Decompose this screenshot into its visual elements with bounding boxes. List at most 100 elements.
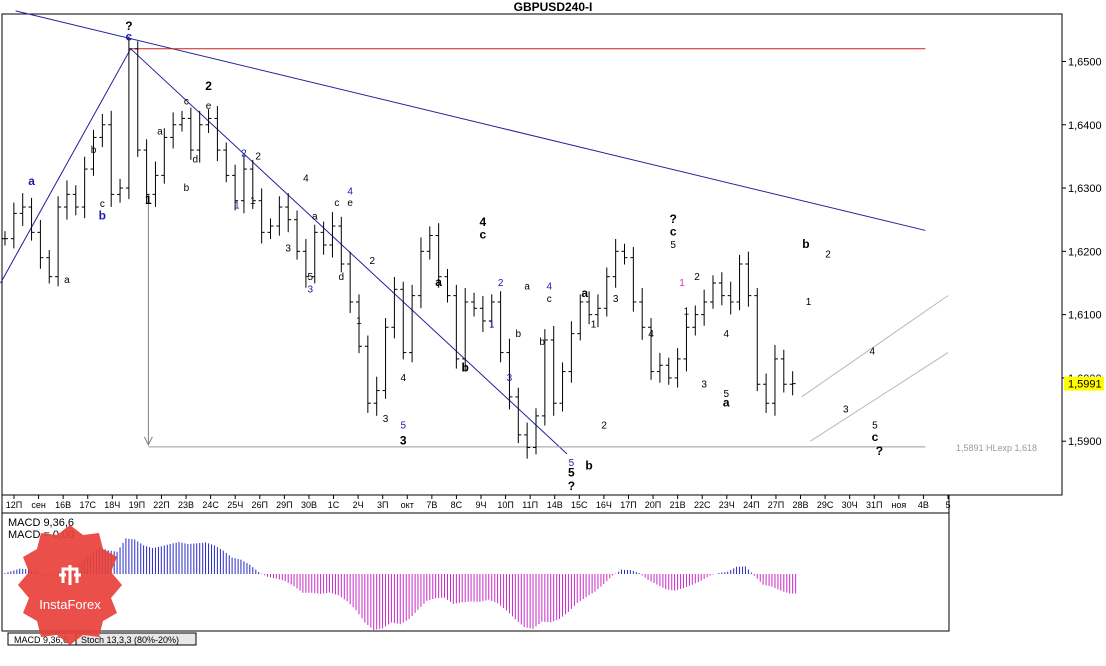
price-bars bbox=[2, 36, 796, 459]
time-tick-label: 26П bbox=[252, 500, 268, 510]
wave-label: 4 bbox=[480, 215, 487, 229]
wave-label: a bbox=[581, 286, 588, 300]
ohlc-bar bbox=[19, 193, 26, 226]
wave-label: 2 bbox=[498, 278, 504, 289]
wave-label: 3 bbox=[308, 284, 314, 295]
time-tick-label: 19П bbox=[129, 500, 145, 510]
instaforex-logo: InstaForex bbox=[18, 525, 122, 645]
time-tick-label: 31П bbox=[866, 500, 882, 510]
time-tick-label: 29П bbox=[276, 500, 292, 510]
ohlc-bar bbox=[134, 41, 141, 157]
wave-label: ? bbox=[670, 212, 677, 226]
time-tick-label: 25Ч bbox=[227, 500, 243, 510]
price-tick-label: 1,6200 bbox=[1068, 246, 1102, 258]
wave-label: b bbox=[462, 361, 469, 375]
ohlc-bar bbox=[612, 238, 619, 288]
ohlc-bar bbox=[656, 352, 663, 383]
wave-label: 2 bbox=[369, 256, 375, 267]
ohlc-bar bbox=[356, 294, 362, 354]
ohlc-bar bbox=[28, 197, 35, 241]
ohlc-bar bbox=[763, 373, 770, 413]
ohlc-bar bbox=[347, 251, 354, 314]
time-tick-label: 23В bbox=[178, 500, 194, 510]
ohlc-bar bbox=[63, 180, 70, 220]
indicator-name: MACD 9,36,6 bbox=[8, 517, 74, 529]
time-tick-label: 9Ч bbox=[475, 500, 486, 510]
projection-line bbox=[810, 352, 949, 442]
wave-label: a bbox=[157, 126, 163, 137]
wave-label: 3 bbox=[285, 243, 291, 254]
wave-label: c bbox=[184, 97, 189, 108]
ohlc-bar bbox=[400, 281, 407, 360]
price-tick-label: 1,5900 bbox=[1068, 436, 1102, 448]
wave-label: 5 bbox=[569, 458, 575, 469]
ohlc-bar bbox=[462, 288, 469, 372]
ohlc-bar bbox=[639, 288, 646, 340]
ohlc-bar bbox=[736, 254, 743, 311]
ohlc-bar bbox=[533, 408, 539, 455]
time-tick-label: 10П bbox=[497, 500, 513, 510]
ohlc-bar bbox=[577, 294, 584, 341]
time-tick-label: 16Ч bbox=[596, 500, 612, 510]
wave-label: b bbox=[91, 145, 97, 156]
wave-label: c bbox=[872, 430, 879, 444]
ohlc-bar bbox=[701, 289, 708, 326]
wave-label: c bbox=[100, 199, 105, 210]
time-tick-label: 23Ч bbox=[719, 500, 735, 510]
wave-label: c bbox=[670, 225, 677, 239]
wave-label: 1 bbox=[679, 278, 685, 289]
wave-label: e bbox=[347, 198, 353, 209]
ohlc-bar bbox=[108, 110, 115, 207]
level-label: 1,5891 HLexp 1,618 bbox=[956, 443, 1037, 453]
indicator-frame bbox=[1, 512, 950, 632]
ohlc-bar bbox=[90, 129, 97, 176]
time-tick-label: 29С bbox=[817, 500, 834, 510]
wave-label: 4 bbox=[400, 373, 406, 384]
ohlc-bar bbox=[320, 221, 327, 255]
wave-label: 1 bbox=[234, 200, 240, 211]
wave-label: 5 bbox=[670, 240, 676, 251]
wave-label: 1 bbox=[684, 307, 690, 318]
time-tick-label: 8С bbox=[451, 500, 463, 510]
price-axis: 1,65001,64001,63001,62001,61001,60001,59… bbox=[1062, 56, 1102, 448]
wave-label: d bbox=[339, 272, 345, 283]
ohlc-bar bbox=[780, 349, 787, 393]
time-tick-label: 17П bbox=[620, 500, 636, 510]
current-price-badge bbox=[1064, 376, 1104, 391]
wave-label: 5 bbox=[568, 466, 575, 480]
time-tick-label: 4В bbox=[918, 500, 929, 510]
wave-label: a bbox=[312, 212, 318, 223]
time-tick-label: 12П bbox=[6, 500, 22, 510]
time-tick-label: 1С bbox=[328, 500, 340, 510]
wave-label: 1 bbox=[250, 196, 256, 207]
ohlc-bar bbox=[81, 156, 88, 219]
wave-label: 2 bbox=[241, 148, 247, 159]
wave-label: 5 bbox=[308, 272, 314, 283]
wave-label: c bbox=[126, 30, 133, 44]
wave-label: 2 bbox=[255, 152, 261, 163]
wave-label: c bbox=[480, 228, 487, 242]
indicator-tabs: MACD 9,36,6 Stoch 13,3,3 (80%-20%) bbox=[7, 632, 197, 646]
ohlc-bar bbox=[205, 109, 212, 134]
ohlc-bar bbox=[258, 188, 265, 244]
wave-label: 1 bbox=[806, 297, 812, 308]
wave-label: 4 bbox=[347, 186, 353, 197]
ohlc-bar bbox=[152, 161, 159, 207]
time-tick-label: 17С bbox=[79, 500, 96, 510]
ohlc-bar bbox=[630, 246, 637, 312]
time-tick-label: 20П bbox=[645, 500, 661, 510]
price-tick-label: 1,6100 bbox=[1068, 310, 1102, 322]
ohlc-bar bbox=[232, 164, 239, 211]
wave-label: d bbox=[192, 155, 198, 166]
time-tick-label: 14В bbox=[547, 500, 563, 510]
wave-label: 1 bbox=[145, 193, 152, 207]
ohlc-bar bbox=[391, 276, 398, 339]
ohlc-bar bbox=[196, 110, 203, 163]
time-tick-label: 16В bbox=[55, 500, 71, 510]
wave-label: c bbox=[334, 198, 339, 209]
ohlc-bar bbox=[745, 251, 752, 307]
time-tick-label: 15С bbox=[571, 500, 588, 510]
wave-label: ? bbox=[568, 479, 575, 493]
tab-stoch-label: Stoch 13,3,3 (80%-20%) bbox=[81, 635, 179, 645]
